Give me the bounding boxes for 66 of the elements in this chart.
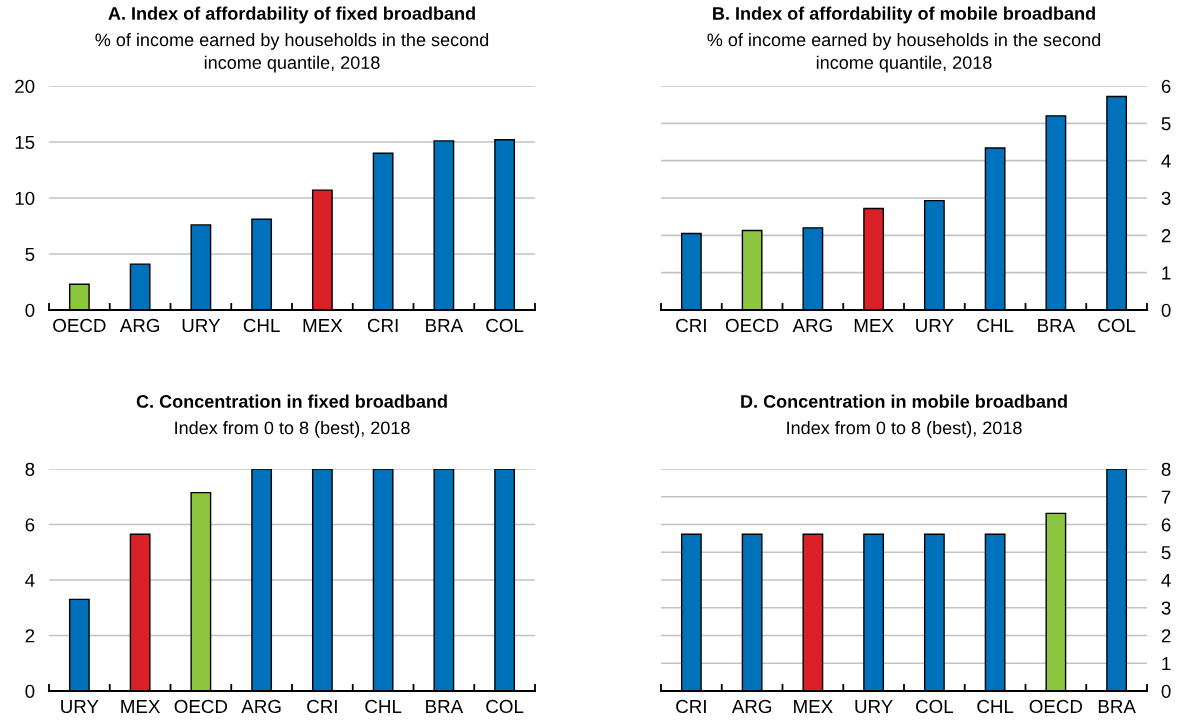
- x-tick-label: URY: [61, 700, 99, 714]
- y-tick-label: 6: [1161, 79, 1171, 93]
- y-tick-label: 0: [25, 684, 35, 698]
- x-tick-label: ARG: [119, 318, 160, 333]
- y-tick-label: 6: [1161, 518, 1171, 532]
- x-tick-label: COL: [486, 699, 524, 714]
- x-tick-label: CHL: [977, 699, 1014, 714]
- x-tick-label: URY: [916, 319, 954, 333]
- x-tick-label: BRA: [426, 319, 464, 332]
- chart-title: D. Concentration in mobile broadband: [741, 394, 1067, 408]
- x-tick-label: OECD: [725, 318, 779, 333]
- y-tick-label: 0: [25, 303, 35, 317]
- y-tick-label: 0: [1161, 684, 1171, 698]
- x-tick-label: BRA: [1038, 319, 1076, 332]
- x-tick-label: MEX: [121, 700, 161, 713]
- x-tick-label: CHL: [977, 318, 1014, 333]
- x-tick-label: CRI: [307, 699, 337, 714]
- y-tick-label: 4: [25, 573, 35, 587]
- y-tick-label: 3: [1161, 191, 1171, 205]
- y-tick-label: 10: [15, 191, 35, 205]
- x-tick-label: CHL: [243, 318, 280, 333]
- x-tick-label: URY: [855, 700, 893, 714]
- x-tick-label: BRA: [1098, 700, 1136, 713]
- x-tick-label: OECD: [53, 318, 106, 333]
- x-tick-label: OECD: [1029, 699, 1083, 714]
- y-tick-label: 2: [1161, 629, 1171, 643]
- y-tick-label: 2: [25, 629, 35, 643]
- y-tick-label: 5: [1161, 546, 1171, 560]
- y-tick-label: 20: [15, 79, 35, 93]
- y-tick-label: 0: [1161, 303, 1171, 317]
- chart-subtitle: % of income earned by households in the second income quantile, 2018: [707, 33, 1101, 73]
- chart-subtitle: Index from 0 to 8 (best), 2018: [175, 421, 410, 438]
- x-tick-label: COL: [916, 699, 954, 714]
- y-tick-label: 8: [1161, 462, 1171, 476]
- x-tick-label: ARG: [241, 699, 281, 714]
- x-tick-label: MEX: [303, 319, 343, 332]
- x-tick-label: MEX: [794, 700, 833, 713]
- chart-title: A. Index of affordability of fixed broadband: [108, 6, 475, 24]
- y-tick-label: 1: [1162, 657, 1171, 671]
- y-tick-label: 2: [1161, 229, 1171, 243]
- y-tick-label: 4: [1161, 154, 1171, 168]
- chart-title: C. Concentration in fixed broadband: [136, 394, 447, 408]
- x-tick-label: CHL: [365, 699, 402, 714]
- chart-title: B. Index of affordability of mobile broadband: [713, 6, 1095, 24]
- y-tick-label: 5: [1161, 117, 1171, 131]
- y-tick-label: 6: [25, 518, 35, 532]
- x-tick-label: CRI: [676, 699, 706, 714]
- x-tick-label: CRI: [676, 318, 706, 333]
- y-tick-label: 4: [1161, 573, 1171, 587]
- x-tick-label: OECD: [174, 699, 228, 714]
- x-tick-label: CRI: [367, 318, 398, 333]
- chart-subtitle: Index from 0 to 8 (best), 2018: [787, 421, 1022, 438]
- x-tick-label: COL: [1098, 318, 1136, 333]
- chart-subtitle: % of income earned by households in the second income quantile, 2018: [95, 33, 489, 73]
- x-tick-label: COL: [486, 318, 524, 333]
- y-tick-label: 15: [15, 135, 35, 149]
- y-tick-label: 1: [1162, 266, 1171, 280]
- y-tick-label: 5: [25, 247, 35, 261]
- x-tick-label: URY: [182, 319, 221, 333]
- x-tick-label: ARG: [792, 318, 832, 333]
- y-tick-label: 8: [25, 462, 35, 476]
- x-tick-label: BRA: [426, 700, 464, 713]
- y-tick-label: 3: [1161, 601, 1171, 615]
- y-tick-label: 7: [1161, 490, 1171, 504]
- x-tick-label: ARG: [731, 699, 772, 714]
- x-tick-label: MEX: [854, 319, 894, 332]
